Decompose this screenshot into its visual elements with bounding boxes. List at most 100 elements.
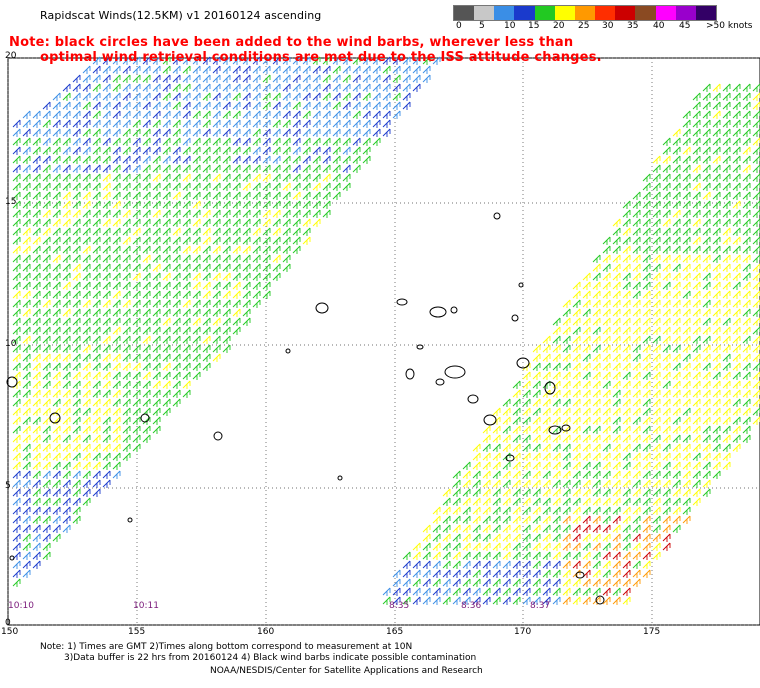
wind-barb: [92, 236, 101, 245]
wind-barb: [252, 245, 261, 254]
wind-barb: [492, 515, 501, 524]
wind-barb: [32, 200, 41, 209]
wind-barb: [62, 263, 71, 272]
wind-barb: [182, 227, 191, 236]
wind-barb: [642, 290, 651, 299]
wind-barb: [592, 371, 601, 380]
wind-barb: [602, 551, 611, 560]
wind-barb: [682, 290, 691, 299]
wind-barb: [212, 146, 221, 155]
wind-barb: [222, 119, 231, 128]
wind-barb: [542, 533, 551, 542]
wind-barb: [22, 497, 31, 506]
wind-barb: [52, 164, 61, 173]
wind-barb: [552, 560, 561, 569]
wind-barb: [102, 92, 111, 101]
wind-barb: [462, 596, 471, 605]
wind-barb: [182, 83, 191, 92]
wind-barb: [32, 128, 41, 137]
island-outline: [467, 394, 479, 404]
wind-barb: [622, 533, 631, 542]
wind-barb: [22, 362, 31, 371]
island-outline: [337, 475, 343, 481]
wind-barb: [72, 452, 81, 461]
wind-barb: [582, 452, 591, 461]
lon-label-155: 155: [128, 627, 146, 637]
wind-barb: [682, 497, 691, 506]
wind-barb: [672, 398, 681, 407]
wind-barb: [162, 245, 171, 254]
wind-barb: [42, 443, 51, 452]
wind-barb: [532, 398, 541, 407]
wind-barb: [652, 542, 661, 551]
wind-barb: [652, 425, 661, 434]
wind-barb: [212, 299, 221, 308]
wind-barb: [312, 101, 321, 110]
wind-barb: [632, 236, 641, 245]
wind-barb: [612, 272, 621, 281]
wind-barb: [522, 551, 531, 560]
wind-barb: [542, 362, 551, 371]
wind-barb: [702, 443, 711, 452]
wind-barb: [692, 173, 701, 182]
wind-barb: [612, 317, 621, 326]
wind-barb: [612, 227, 621, 236]
wind-barb: [682, 308, 691, 317]
wind-barb: [92, 488, 101, 497]
wind-barb: [632, 443, 641, 452]
wind-barb: [32, 290, 41, 299]
wind-barb: [272, 110, 281, 119]
wind-barb: [252, 236, 261, 245]
wind-barb: [252, 146, 261, 155]
wind-barb: [662, 209, 671, 218]
wind-barb: [42, 461, 51, 470]
wind-barb: [622, 488, 631, 497]
wind-barb: [612, 515, 621, 524]
wind-barb: [162, 155, 171, 164]
wind-barb: [292, 164, 301, 173]
footnote-line1: Note: 1) Times are GMT 2)Times along bot…: [40, 642, 413, 652]
wind-barb: [702, 299, 711, 308]
wind-barb: [202, 56, 211, 65]
wind-barb: [62, 299, 71, 308]
wind-barb: [52, 227, 61, 236]
wind-barb: [562, 353, 571, 362]
wind-barb: [602, 479, 611, 488]
wind-barb: [82, 191, 91, 200]
wind-barb: [542, 371, 551, 380]
wind-barb: [622, 407, 631, 416]
wind-barb: [222, 227, 231, 236]
wind-barb: [72, 155, 81, 164]
wind-barb: [442, 587, 451, 596]
wind-barb: [32, 317, 41, 326]
wind-barb: [672, 200, 681, 209]
wind-barb: [652, 371, 661, 380]
wind-barb: [392, 578, 401, 587]
wind-barb: [402, 65, 411, 74]
wind-barb: [572, 488, 581, 497]
wind-barb: [192, 281, 201, 290]
wind-barb: [392, 587, 401, 596]
wind-barb: [642, 272, 651, 281]
wind-barb: [292, 209, 301, 218]
wind-barb: [42, 452, 51, 461]
footnote-credit: NOAA/NESDIS/Center for Satellite Applica…: [210, 666, 483, 676]
wind-barb: [572, 398, 581, 407]
wind-barb: [152, 236, 161, 245]
wind-barb: [262, 173, 271, 182]
wind-barb: [682, 245, 691, 254]
wind-barb: [532, 479, 541, 488]
wind-barb: [162, 272, 171, 281]
wind-barb: [642, 362, 651, 371]
wind-barb: [232, 155, 241, 164]
wind-barb: [632, 299, 641, 308]
wind-barb: [512, 569, 521, 578]
wind-barb: [102, 128, 111, 137]
wind-barb: [612, 425, 621, 434]
wind-barb: [642, 470, 651, 479]
wind-barb: [552, 326, 561, 335]
wind-barb: [102, 290, 111, 299]
wind-barb: [732, 236, 741, 245]
wind-barb: [502, 416, 511, 425]
wind-barb: [702, 407, 711, 416]
